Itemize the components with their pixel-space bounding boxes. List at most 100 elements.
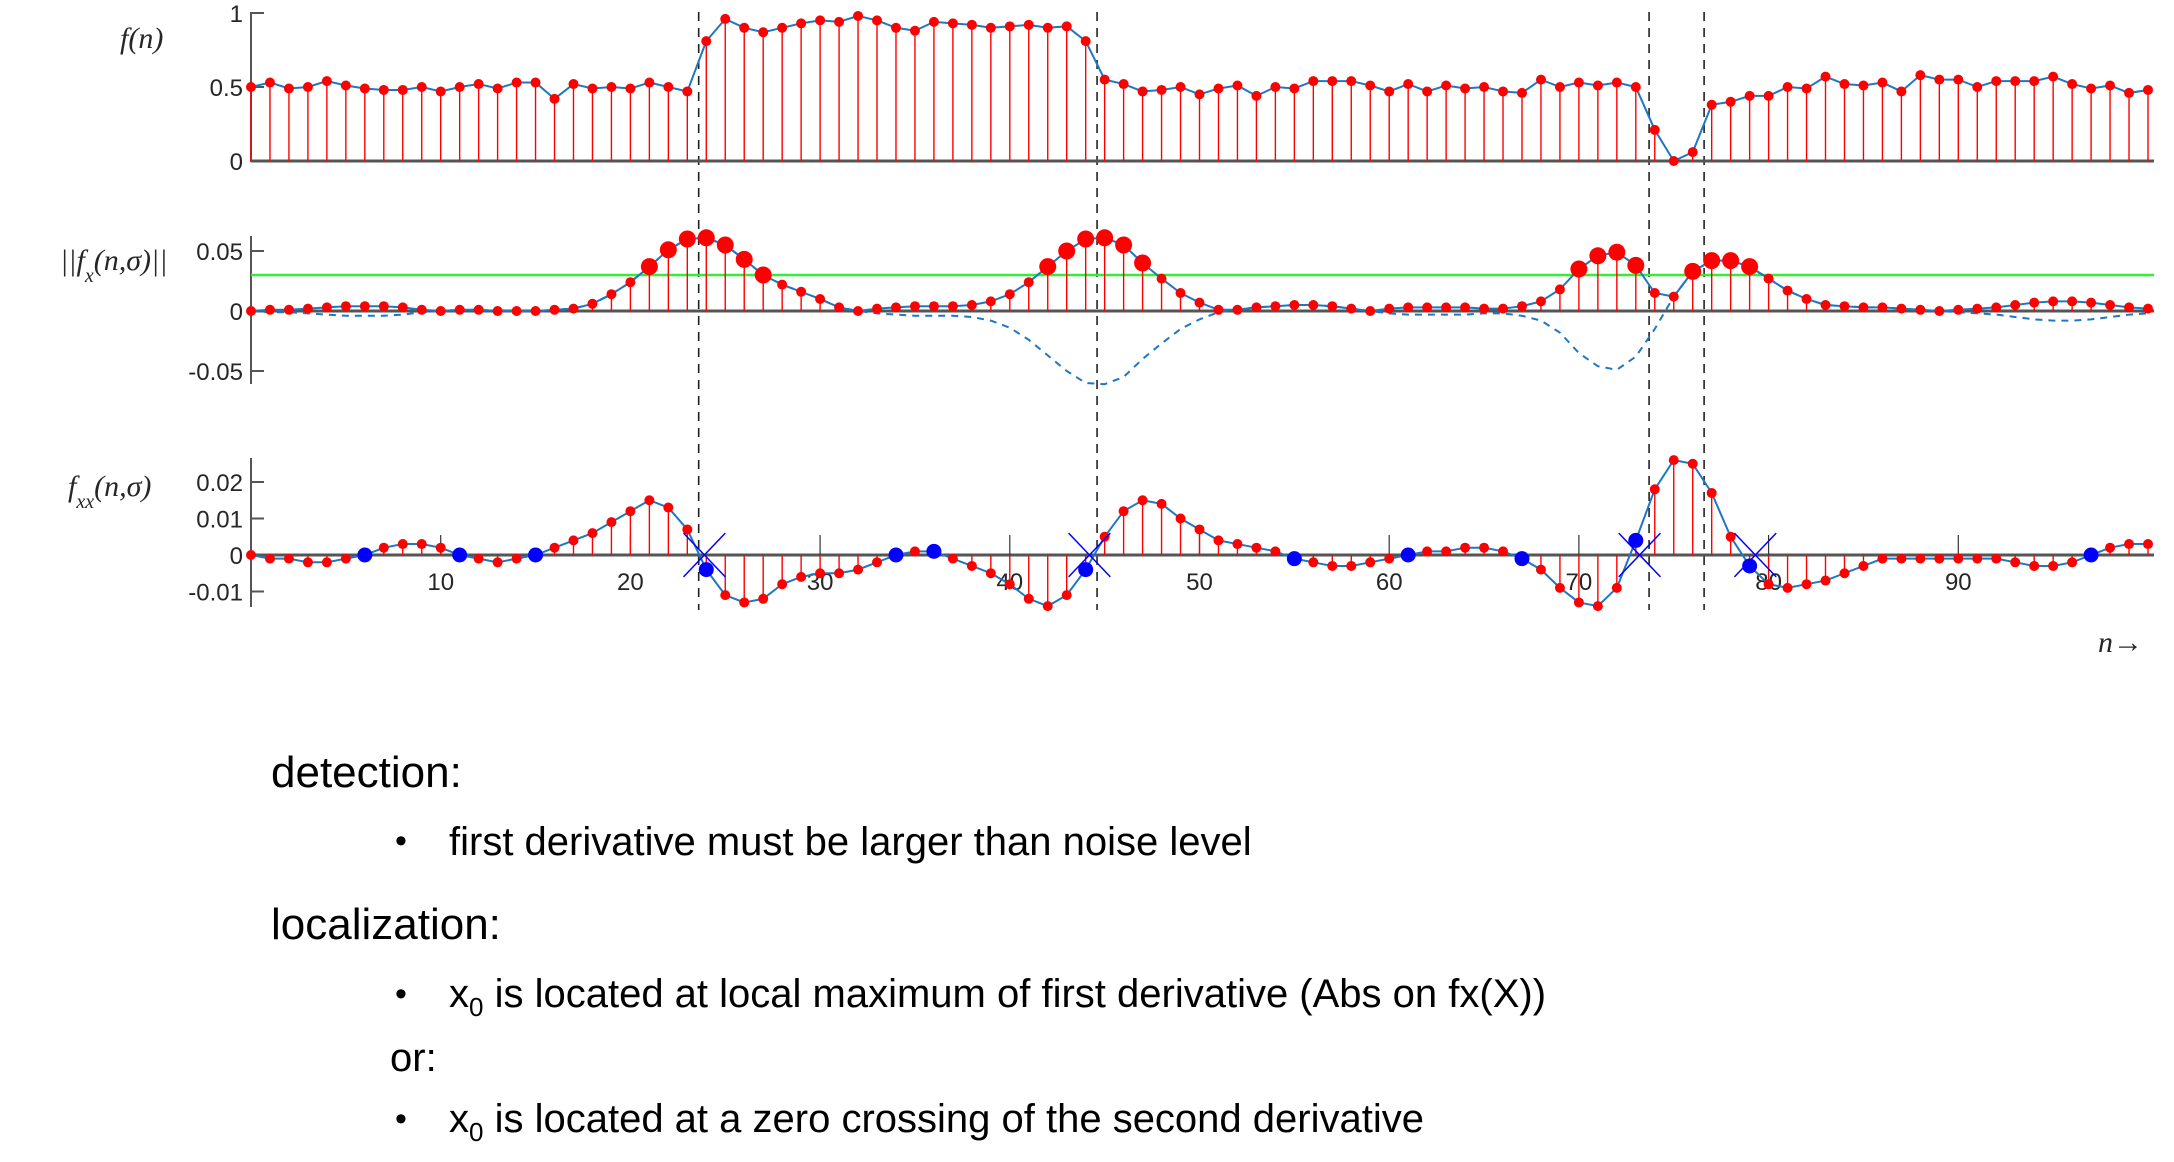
data-point bbox=[1877, 553, 1888, 564]
data-point bbox=[1649, 288, 1660, 298]
data-point bbox=[1763, 90, 1774, 101]
data-point bbox=[1611, 582, 1622, 593]
zero-crossing-marker bbox=[1400, 547, 1416, 563]
data-point bbox=[1004, 289, 1015, 300]
x0-var: x bbox=[449, 972, 469, 1016]
data-point bbox=[966, 19, 977, 30]
data-point bbox=[416, 304, 427, 315]
data-point bbox=[530, 77, 541, 88]
x-tick-label: 20 bbox=[617, 569, 644, 596]
data-point bbox=[1915, 304, 1926, 315]
data-point bbox=[359, 301, 370, 312]
data-point bbox=[1991, 553, 2002, 564]
data-point bbox=[473, 553, 484, 564]
data-point bbox=[985, 22, 996, 33]
data-point bbox=[1535, 74, 1546, 85]
data-point bbox=[1934, 306, 1945, 316]
data-point bbox=[2010, 76, 2021, 87]
data-point bbox=[947, 301, 958, 312]
crossing-x-marker bbox=[1618, 532, 1662, 578]
data-point bbox=[1213, 83, 1224, 94]
data-point bbox=[397, 302, 408, 313]
data-point bbox=[2143, 539, 2153, 550]
data-point bbox=[1004, 21, 1015, 32]
data-point bbox=[1535, 296, 1546, 307]
data-point bbox=[264, 553, 275, 564]
data-point bbox=[815, 568, 826, 579]
above-threshold-point bbox=[1134, 254, 1152, 272]
above-threshold-point bbox=[735, 250, 753, 268]
data-point bbox=[853, 10, 864, 21]
data-point bbox=[1991, 302, 2002, 313]
above-threshold-point bbox=[1077, 230, 1095, 248]
bullet-2-text: is located at a zero crossing of the sec… bbox=[483, 1097, 1424, 1141]
zero-crossing-marker bbox=[452, 547, 468, 563]
data-point bbox=[1365, 557, 1376, 568]
data-point bbox=[1573, 77, 1584, 88]
data-point bbox=[777, 22, 788, 33]
data-point bbox=[1042, 601, 1053, 612]
ylabel-fx-main: ||f bbox=[60, 244, 88, 277]
data-point bbox=[1346, 303, 1357, 314]
data-point bbox=[1289, 83, 1300, 94]
data-point bbox=[1308, 76, 1319, 87]
data-point bbox=[1156, 498, 1167, 509]
data-point bbox=[587, 83, 598, 94]
localization-bullet-2: x0 is located at a zero crossing of the … bbox=[449, 1097, 1424, 1148]
zero-crossing-marker bbox=[1628, 532, 1644, 548]
data-point bbox=[1782, 285, 1793, 296]
data-point bbox=[2029, 297, 2040, 308]
above-threshold-point bbox=[1608, 243, 1626, 261]
x-tick-label: 10 bbox=[427, 569, 454, 596]
data-point bbox=[1004, 579, 1015, 590]
data-point bbox=[1422, 86, 1433, 97]
data-point bbox=[1953, 553, 1964, 564]
data-point bbox=[2124, 87, 2135, 98]
data-point bbox=[492, 306, 503, 316]
data-point bbox=[1896, 303, 1907, 314]
above-threshold-point bbox=[1627, 256, 1645, 274]
data-point bbox=[549, 542, 560, 553]
data-point bbox=[378, 301, 389, 312]
data-point bbox=[378, 542, 389, 553]
data-point bbox=[568, 535, 579, 546]
data-point bbox=[302, 303, 313, 314]
data-point bbox=[1327, 301, 1338, 312]
data-point bbox=[1232, 304, 1243, 315]
data-point bbox=[587, 298, 598, 309]
data-point bbox=[1232, 80, 1243, 91]
data-point bbox=[909, 546, 920, 557]
above-threshold-point bbox=[1115, 236, 1133, 254]
data-point bbox=[720, 590, 731, 601]
data-point bbox=[739, 22, 750, 33]
data-point bbox=[1915, 70, 1926, 81]
data-point bbox=[2124, 539, 2135, 550]
data-point bbox=[549, 304, 560, 315]
y-tick-label: 0.02 bbox=[196, 470, 243, 497]
data-point bbox=[1896, 86, 1907, 97]
data-point bbox=[1023, 593, 1034, 604]
data-point bbox=[1099, 74, 1110, 85]
data-point bbox=[530, 306, 541, 316]
data-point bbox=[1668, 455, 1679, 466]
data-point bbox=[1308, 300, 1319, 310]
data-point bbox=[1175, 513, 1186, 524]
data-point bbox=[758, 27, 769, 38]
data-point bbox=[890, 302, 901, 313]
data-point bbox=[1554, 284, 1565, 295]
above-threshold-point bbox=[678, 230, 696, 248]
data-point bbox=[2029, 76, 2040, 87]
data-point bbox=[947, 18, 958, 29]
above-threshold-point bbox=[1722, 252, 1740, 270]
data-point bbox=[1498, 546, 1509, 557]
data-point bbox=[2143, 84, 2153, 95]
crossing-x-marker bbox=[682, 532, 726, 578]
data-point bbox=[473, 79, 484, 90]
data-point bbox=[625, 506, 636, 517]
data-point bbox=[321, 557, 332, 568]
above-threshold-point bbox=[659, 241, 677, 259]
data-point bbox=[246, 306, 256, 316]
data-point bbox=[1023, 277, 1034, 288]
y-tick-label: -0.05 bbox=[188, 359, 243, 386]
data-point bbox=[1649, 484, 1660, 495]
